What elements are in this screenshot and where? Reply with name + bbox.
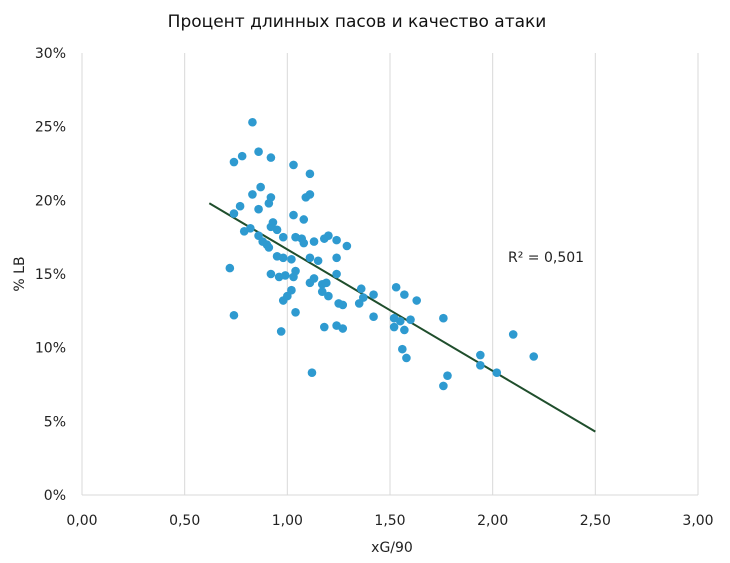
scatter-point (289, 210, 298, 220)
scatter-point (369, 312, 378, 322)
scatter-point (264, 243, 274, 252)
x-tick-label: 1,00 (272, 513, 303, 529)
scatter-point (272, 225, 282, 235)
y-tick-label: 25% (35, 120, 66, 136)
scatter-point (319, 322, 329, 332)
scatter-point (338, 324, 348, 333)
scatter-point (412, 296, 421, 305)
scatter-point (317, 287, 327, 296)
scatter-point (332, 235, 341, 245)
scatter-point (305, 169, 315, 179)
y-axis-title: % LB (12, 256, 28, 291)
scatter-point (248, 117, 257, 127)
scatter-point (476, 361, 485, 370)
scatter-point (299, 215, 309, 224)
y-tick-label: 0% (44, 488, 66, 504)
scatter-point (291, 308, 300, 317)
x-axis-ticks: 0,00 0,50 1,00 1,50 2,00 2,50 3,00 (66, 513, 713, 529)
scatter-point (492, 368, 502, 378)
scatter-point (229, 310, 239, 320)
scatter-point (342, 241, 352, 251)
grid-lines (81, 53, 699, 496)
x-tick-label: 0,50 (169, 513, 200, 529)
x-tick-label: 1,50 (374, 513, 405, 529)
y-tick-label: 20% (35, 193, 66, 209)
scatter-point (278, 253, 288, 263)
x-tick-label: 2,00 (477, 513, 508, 529)
scatter-point (313, 256, 323, 266)
scatter-point (299, 238, 309, 248)
x-axis-title: xG/90 (371, 540, 413, 556)
scatter-point (402, 353, 411, 363)
scatter-point (283, 291, 292, 301)
scatter-point (237, 151, 247, 161)
scatter-point (332, 269, 341, 279)
scatter-point (254, 204, 263, 214)
scatter-point (406, 315, 415, 324)
scatter-point (332, 253, 341, 263)
scatter-point (229, 209, 239, 218)
scatter-point (289, 160, 298, 170)
scatter-point (254, 147, 263, 157)
x-tick-label: 2,50 (580, 513, 611, 529)
scatter-point (254, 231, 263, 240)
scatter-point (391, 282, 401, 292)
scatter-point (354, 299, 364, 308)
scatter-point (309, 237, 319, 246)
y-tick-label: 5% (44, 414, 66, 430)
scatter-point (389, 322, 399, 332)
scatter-point (476, 350, 485, 360)
scatter-point (338, 300, 348, 310)
y-tick-label: 15% (35, 267, 66, 283)
scatter-point (324, 291, 333, 301)
scatter-point (278, 232, 288, 242)
x-tick-label: 3,00 (682, 513, 713, 529)
scatter-point (508, 330, 518, 339)
r-squared-annotation: R² = 0,501 (508, 250, 584, 266)
scatter-point (307, 368, 317, 378)
scatter-point (229, 157, 239, 167)
scatter-point (400, 290, 409, 299)
y-axis-ticks: 0% 5% 10% 15% 20% 25% 30% (35, 46, 66, 504)
y-tick-label: 30% (35, 46, 66, 62)
scatter-point (529, 352, 539, 361)
scatter-point (443, 371, 452, 380)
scatter-point (322, 278, 331, 288)
scatter-point (280, 271, 290, 280)
scatter-point (305, 253, 315, 263)
scatter-point (264, 198, 274, 208)
scatter-point (225, 263, 235, 273)
scatter-point (266, 269, 276, 279)
y-tick-label: 10% (35, 341, 66, 357)
scatter-point (287, 254, 296, 264)
scatter-point (256, 182, 265, 192)
scatter-point (276, 327, 286, 336)
scatter-point (439, 381, 448, 391)
scatter-point (369, 290, 378, 299)
scatter-point (356, 284, 366, 294)
scatter-point (395, 316, 405, 326)
scatter-point (266, 153, 276, 162)
scatter-point (324, 231, 333, 240)
scatter-point (235, 201, 245, 211)
scatter-point (400, 325, 409, 335)
scatter-point (439, 313, 448, 323)
scatter-point (305, 190, 315, 199)
scatter-point (289, 272, 298, 282)
chart-title: Процент длинных пасов и качество атаки (168, 12, 547, 32)
scatter-point (305, 278, 315, 288)
scatter-point (248, 190, 257, 199)
scatter-point (239, 226, 249, 236)
x-tick-label: 0,00 (66, 513, 97, 529)
data-points (225, 117, 539, 391)
scatter-point (398, 344, 407, 354)
